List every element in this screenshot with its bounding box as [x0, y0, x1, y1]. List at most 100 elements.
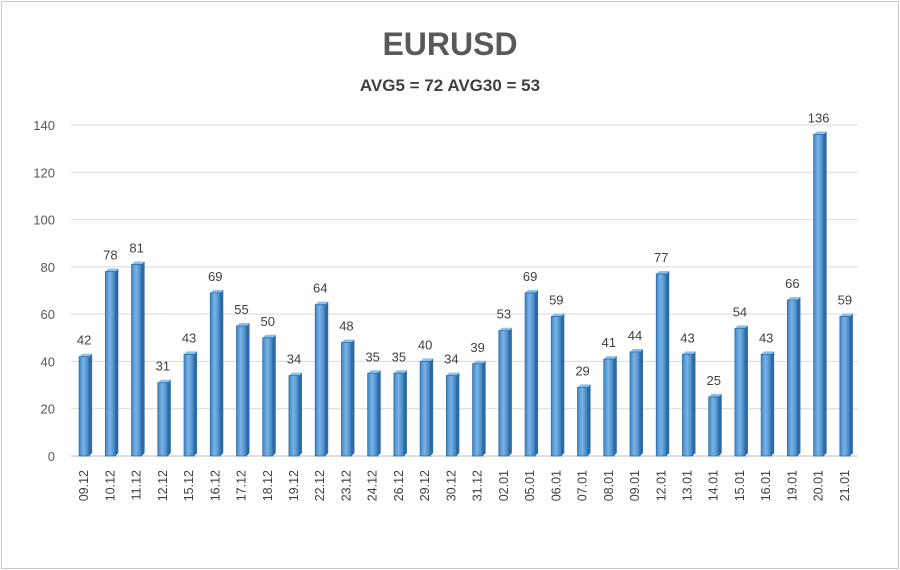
x-tick-label: 11.12: [130, 470, 144, 500]
data-label: 43: [680, 330, 694, 345]
data-labels: 42 78 81 31 43 69 55 50 34 64 48 35 35 40 34 39 53 69 59 29…: [77, 110, 852, 387]
bar-top: [734, 325, 748, 329]
bar-side: [89, 353, 93, 456]
data-label: 31: [156, 359, 170, 374]
bar: [498, 330, 510, 457]
bar-top: [262, 334, 276, 338]
x-tick-label: 18.12: [261, 470, 275, 501]
data-label: 25: [706, 373, 720, 388]
bar-side: [744, 325, 748, 456]
x-tick-label: 06.01: [549, 470, 563, 501]
bar: [288, 375, 300, 457]
x-tick-label: 05.01: [523, 470, 537, 501]
data-label: 69: [523, 269, 537, 284]
bar-top: [315, 301, 329, 305]
data-label: 35: [392, 349, 406, 364]
data-label: 34: [287, 352, 301, 367]
data-label: 43: [182, 330, 196, 345]
x-tick-label: 15.12: [182, 470, 196, 501]
bar-top: [236, 322, 250, 326]
bar-top: [630, 348, 644, 352]
data-label: 40: [418, 337, 432, 352]
data-label: 59: [549, 293, 563, 308]
data-label: 78: [103, 248, 117, 263]
y-tick-label: 140: [33, 118, 55, 133]
x-tick-label: 26.12: [392, 470, 406, 501]
bar: [734, 327, 746, 457]
x-tick-label: 07.01: [576, 470, 590, 501]
x-tick-label: 13.01: [680, 470, 694, 501]
y-tick-label: 80: [41, 260, 55, 275]
bar: [209, 292, 221, 457]
bar-top: [498, 327, 512, 331]
x-tick-label: 12.12: [156, 470, 170, 501]
data-label: 77: [654, 250, 668, 265]
bars: [78, 131, 853, 457]
data-label: 69: [208, 269, 222, 284]
bar: [157, 382, 169, 457]
x-tick-label: 02.01: [497, 470, 511, 501]
bar: [577, 387, 588, 457]
data-label: 55: [234, 302, 248, 317]
x-tick-label: 14.01: [707, 470, 721, 501]
y-tick-label: 120: [33, 165, 55, 180]
bar-side: [587, 384, 591, 456]
bar: [393, 372, 405, 457]
data-label: 44: [628, 328, 642, 343]
bar-top: [105, 268, 119, 272]
bar-top: [131, 261, 145, 265]
bar-top: [708, 393, 722, 397]
bar-side: [298, 372, 302, 456]
x-tick-label: 12.01: [654, 470, 668, 501]
bar: [629, 351, 641, 457]
bar: [524, 292, 536, 457]
bar-top: [393, 370, 407, 374]
bar-top: [420, 358, 434, 362]
bar-top: [446, 372, 460, 376]
x-tick-label: 15.01: [733, 470, 747, 501]
data-label: 53: [497, 307, 511, 322]
bar-side: [325, 301, 329, 456]
bar: [839, 316, 851, 457]
bar: [236, 325, 247, 457]
bar-top: [761, 351, 775, 355]
data-label: 136: [808, 110, 830, 125]
x-tick-label: 23.12: [339, 470, 353, 501]
bar-side: [613, 356, 617, 456]
x-tick-label: 10.12: [103, 470, 117, 501]
x-tick-label: 09.12: [77, 470, 91, 501]
x-tick-label: 30.12: [444, 470, 458, 501]
bar: [760, 353, 772, 457]
bar-side: [377, 370, 381, 456]
bar: [682, 353, 693, 457]
y-tick-label: 100: [33, 213, 55, 228]
y-tick-label: 20: [41, 402, 55, 417]
y-tick-label: 40: [41, 354, 55, 369]
bar-side: [167, 379, 171, 456]
x-tick-label: 08.01: [602, 470, 616, 501]
bar: [445, 375, 457, 457]
chart-title: EURUSD: [382, 26, 518, 62]
bar-side: [823, 131, 827, 456]
x-tick-label: 19.01: [785, 470, 799, 501]
data-label: 64: [313, 281, 327, 296]
bar-side: [194, 351, 198, 456]
bar-side: [849, 313, 853, 456]
bar-side: [246, 322, 250, 456]
x-tick-label: 16.01: [759, 470, 773, 501]
data-label: 29: [575, 363, 589, 378]
bar: [419, 361, 431, 457]
bar-side: [666, 270, 670, 456]
bar-top: [341, 339, 355, 343]
bar: [131, 264, 142, 457]
bar: [655, 273, 667, 457]
bar: [708, 396, 720, 457]
bar: [78, 356, 90, 457]
bar: [104, 271, 116, 457]
data-label: 42: [77, 333, 91, 348]
bar-top: [210, 289, 224, 293]
grid-lines: [71, 124, 858, 457]
bar-side: [351, 339, 355, 456]
